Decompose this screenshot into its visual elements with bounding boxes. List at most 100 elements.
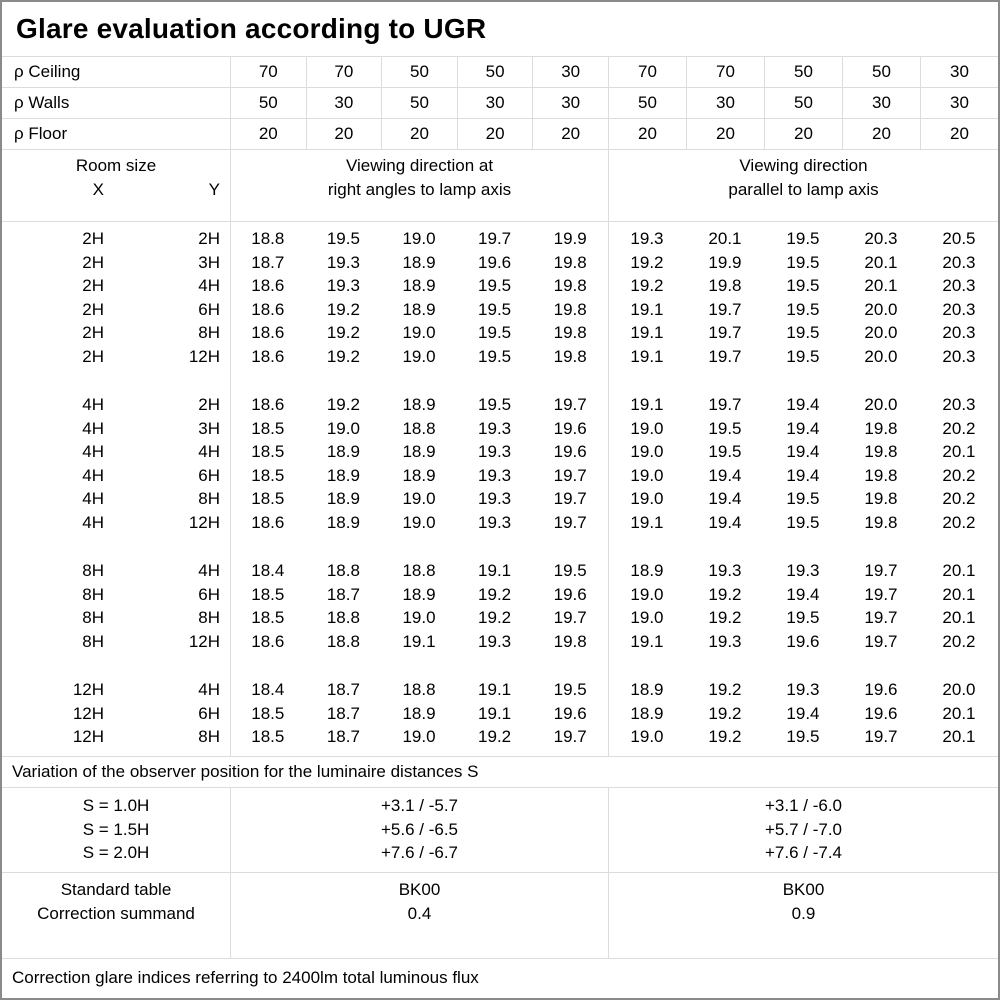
ugr-value-cell: 18.4: [251, 561, 285, 580]
reflectance-value: 70: [685, 57, 764, 87]
room-y-cell: 8H: [198, 489, 220, 508]
x-column-header: X: [92, 180, 104, 199]
ugr-value-cell: 19.8: [553, 323, 587, 342]
room-x-cell: 2H: [82, 252, 104, 272]
group2-header-line1: Viewing direction: [739, 156, 868, 175]
ugr-value-cell: 19.1: [478, 703, 512, 723]
reflectance-row: ρ Floor 20 20 20 20 20 20 20 20 20 20: [2, 119, 998, 150]
ugr-value-cell: 20.5: [942, 229, 976, 248]
summary-values-group2: BK00 0.9: [608, 873, 998, 958]
ugr-value-cell: 19.3: [478, 489, 512, 508]
ugr-value-cell: 19.2: [708, 608, 742, 627]
room-y-cell: 6H: [198, 299, 220, 319]
ugr-value-cell: 19.6: [786, 631, 820, 651]
ugr-value-cell: 20.3: [942, 299, 976, 319]
ugr-value-cell: 20.1: [864, 276, 898, 295]
ugr-value-cell: 18.9: [630, 680, 664, 699]
room-x-cell: 2H: [82, 346, 104, 366]
reflectance-value: 20: [841, 119, 920, 149]
ugr-value-cell: 18.9: [326, 489, 360, 508]
ugr-value-cell: 18.8: [402, 680, 436, 699]
room-x-cell: 4H: [82, 395, 104, 414]
ugr-value-cell: 18.9: [326, 465, 360, 485]
room-y-cell: 2H: [198, 395, 220, 414]
ugr-value-cell: 19.2: [708, 727, 742, 746]
ugr-value-cell: 18.9: [326, 442, 360, 461]
ugr-value-cell: 19.3: [708, 631, 742, 651]
ugr-value-cell: 19.1: [630, 512, 664, 532]
reflectance-value: 50: [841, 57, 920, 87]
ugr-value-cell: 19.3: [326, 276, 360, 295]
ugr-value-cell: 20.3: [942, 252, 976, 272]
room-y-cell: 6H: [198, 703, 220, 723]
ugr-value-cell: 18.7: [326, 680, 360, 699]
ugr-value-cell: 20.0: [864, 346, 898, 366]
ugr-value-cell: 19.1: [630, 299, 664, 319]
reflectance-label: ρ Ceiling: [14, 62, 81, 81]
ugr-value-cell: 19.5: [786, 512, 820, 532]
ugr-value-cell: 19.1: [630, 395, 664, 414]
ugr-value-cell: 19.5: [786, 489, 820, 508]
reflectance-value: 70: [305, 57, 382, 87]
reflectance-label: ρ Walls: [14, 93, 70, 112]
s-corrections-group2: +3.1 / -6.0 +5.7 / -7.0 +7.6 / -7.4: [608, 788, 998, 872]
ugr-value-cell: 19.9: [708, 252, 742, 272]
reflectance-value: 50: [230, 88, 306, 118]
ugr-value-cell: 19.3: [478, 418, 512, 438]
reflectance-value: 30: [841, 88, 920, 118]
ugr-row: 12H 6H 18.5 18.7 18.9 19.1 19.6 18.9 19.2 19.4 19.…: [2, 702, 998, 726]
ugr-value-cell: 18.4: [251, 680, 285, 699]
reflectance-value: 50: [763, 57, 842, 87]
room-x-cell: 8H: [82, 631, 104, 651]
ugr-row: 4H 12H 18.6 18.9 19.0 19.3 19.7 19.1 19.4 19.5 19.…: [2, 511, 998, 535]
ugr-value-cell: 18.6: [251, 346, 285, 366]
ugr-value-cell: 18.7: [251, 252, 285, 272]
ugr-value-cell: 19.7: [553, 465, 587, 485]
ugr-value-cell: 19.4: [786, 418, 820, 438]
ugr-value-cell: 18.9: [402, 276, 436, 295]
s-corrections-group1: +3.1 / -5.7 +5.6 / -6.5 +7.6 / -6.7: [230, 788, 608, 872]
ugr-value-cell: 19.0: [630, 465, 664, 485]
variation-note: Variation of the observer position for t…: [2, 757, 998, 788]
room-y-cell: 12H: [188, 346, 220, 366]
room-size-header: Room size X Y: [2, 150, 230, 221]
ugr-value-cell: 19.7: [553, 512, 587, 532]
reflectance-row: ρ Walls 50 30 50 30 30 50 30 50 30 30: [2, 88, 998, 119]
ugr-value-cell: 19.5: [553, 561, 587, 580]
ugr-value-cell: 19.8: [553, 299, 587, 319]
room-x-cell: 12H: [72, 727, 104, 746]
ugr-value-cell: 18.5: [251, 608, 285, 627]
ugr-value-cell: 18.6: [251, 276, 285, 295]
ugr-value-cell: 18.9: [402, 584, 436, 604]
room-x-cell: 2H: [82, 276, 104, 295]
s-correction-value: +7.6 / -6.7: [380, 843, 459, 862]
ugr-value-cell: 19.0: [402, 608, 436, 627]
ugr-value-cell: 19.7: [708, 323, 742, 342]
ugr-row: 2H 4H 18.6 19.3 18.9 19.5 19.8 19.2 19.8 19.5 20.1…: [2, 274, 998, 298]
s-distance-labels: S = 1.0H S = 1.5H S = 2.0H: [2, 788, 230, 872]
room-y-cell: 3H: [198, 418, 220, 438]
reflectance-value: 20: [230, 119, 306, 149]
ugr-value-cell: 20.2: [942, 489, 976, 508]
ugr-row: 2H 6H 18.6 19.2 18.9 19.5 19.8 19.1 19.7 19.5 20.0…: [2, 298, 998, 322]
ugr-value-cell: 19.2: [708, 680, 742, 699]
ugr-value-cell: 18.8: [402, 418, 436, 438]
group1-header-line2: right angles to lamp axis: [327, 180, 512, 199]
ugr-value-cell: 18.5: [251, 418, 285, 438]
ugr-value-cell: 20.1: [942, 727, 976, 746]
reflectance-value: 20: [685, 119, 764, 149]
ugr-value-cell: 19.3: [478, 631, 512, 651]
ugr-value-cell: 19.8: [553, 346, 587, 366]
s-distance-label: S = 1.5H: [82, 819, 150, 839]
ugr-value-cell: 18.7: [326, 727, 360, 746]
ugr-value-cell: 18.6: [251, 395, 285, 414]
summary-value: BK00: [782, 880, 825, 899]
room-y-cell: 4H: [198, 442, 220, 461]
ugr-row-group: 2H 2H 18.8 19.5 19.0 19.7 19.9 19.3 20.1 19.5 20.3…: [2, 227, 998, 368]
ugr-value-cell: 19.3: [478, 442, 512, 461]
ugr-value-cell: 19.8: [864, 489, 898, 508]
ugr-value-cell: 19.6: [864, 703, 898, 723]
room-y-cell: 8H: [198, 323, 220, 342]
room-x-cell: 2H: [82, 229, 104, 248]
